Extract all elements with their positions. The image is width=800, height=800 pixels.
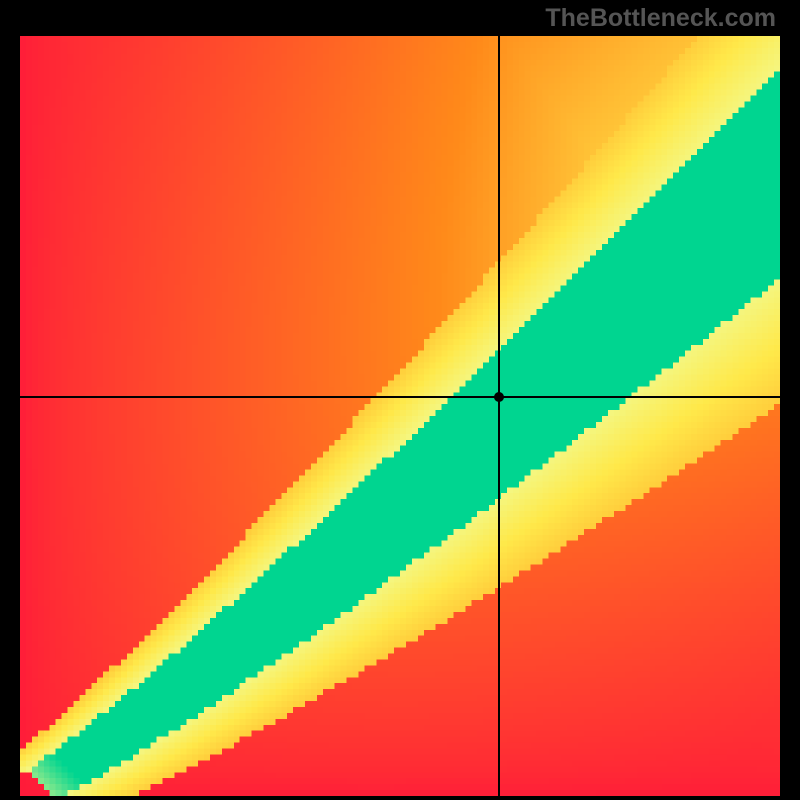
watermark-label: TheBottleneck.com (545, 4, 776, 33)
chart-container: TheBottleneck.com (0, 0, 800, 800)
crosshair-marker (494, 392, 504, 402)
bottleneck-heatmap (20, 36, 780, 796)
crosshair-horizontal (20, 396, 780, 398)
crosshair-vertical (498, 36, 500, 796)
